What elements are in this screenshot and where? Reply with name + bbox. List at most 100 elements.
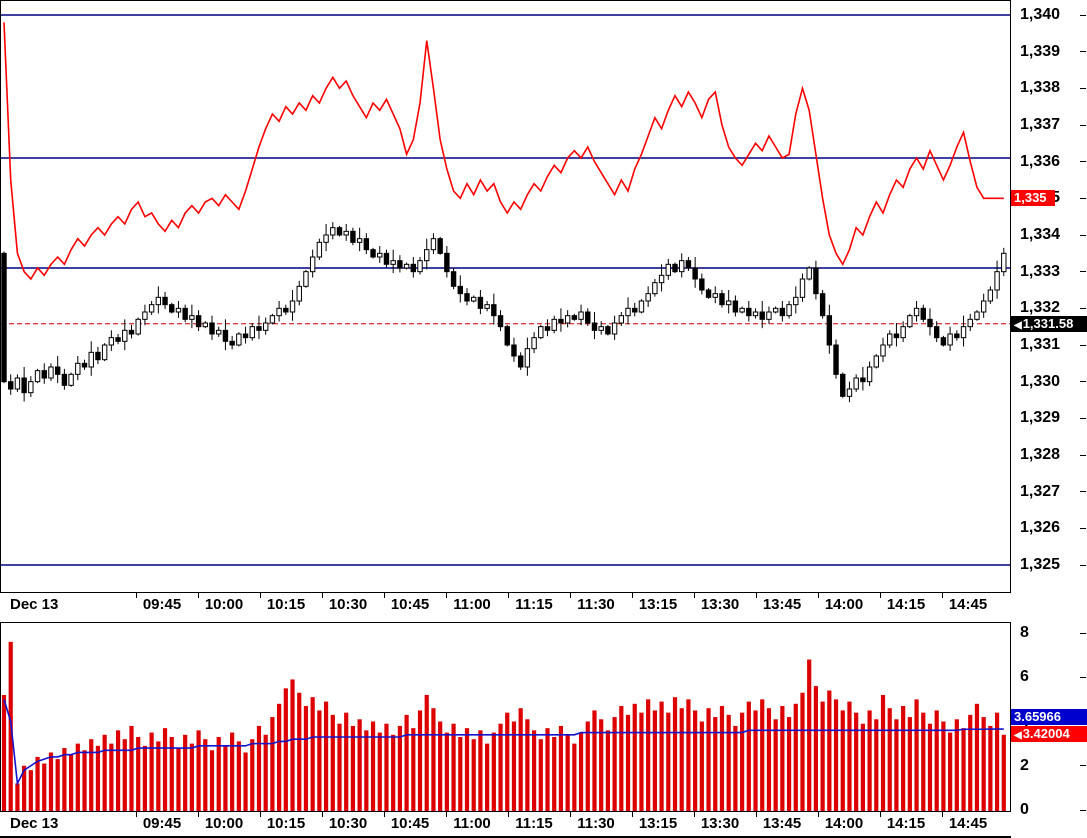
axis-tick-mark <box>1080 564 1086 566</box>
time-tick-mark <box>322 812 323 817</box>
axis-tick-mark <box>1080 632 1086 634</box>
time-tick-mark <box>880 593 881 598</box>
axis-tick-mark <box>1080 454 1086 456</box>
axis-tick-mark <box>1080 765 1086 767</box>
time-tick-label: 13:30 <box>700 596 740 613</box>
price-tick-label: 1,339 <box>1020 42 1061 60</box>
main-time-axis: Dec 13 09:45 10:00 10:15 10:30 10:45 11:00 11:… <box>0 593 1011 615</box>
time-tick-label: 10:45 <box>390 815 430 832</box>
time-tick-label: 14:45 <box>948 596 988 613</box>
time-tick-mark <box>260 812 261 817</box>
axis-tick-mark <box>1080 271 1086 273</box>
axis-tick-mark <box>1080 87 1086 89</box>
time-tick-label: 13:45 <box>762 596 802 613</box>
time-tick-mark <box>136 593 137 598</box>
left-arrow-icon: ◀ <box>1014 319 1022 331</box>
price-tick-label: 1,332 <box>1020 299 1061 317</box>
time-tick-label: 11:00 <box>453 815 491 832</box>
time-tick-mark <box>818 812 819 817</box>
time-tick-mark <box>880 812 881 817</box>
time-tick-label: 13:15 <box>638 596 678 613</box>
time-tick-label: 09:45 <box>142 815 182 832</box>
time-tick-mark <box>942 593 943 598</box>
time-tick-mark <box>694 593 695 598</box>
time-tick-mark <box>260 593 261 598</box>
value-tick-label: 2 <box>1020 756 1029 774</box>
time-tick-label: 14:15 <box>886 596 926 613</box>
price-tick-label: 1,338 <box>1020 79 1061 97</box>
axis-tick-mark <box>1080 197 1086 199</box>
volume-bar-series <box>1 641 1006 811</box>
time-tick-mark <box>570 812 571 817</box>
value-tick-label: 0 <box>1020 801 1029 818</box>
indicator-chart-canvas[interactable] <box>0 622 1011 812</box>
axis-tick-mark <box>1080 161 1086 163</box>
average-line-series <box>3 699 1004 787</box>
time-tick-label: 10:30 <box>328 815 368 832</box>
price-tick-label: 1,337 <box>1020 116 1061 133</box>
time-tick-label: 14:15 <box>886 815 926 832</box>
tag-value: 1,331.58 <box>1022 315 1074 331</box>
time-tick-label: 10:30 <box>328 596 368 613</box>
time-tick-mark <box>136 812 137 817</box>
date-label: Dec 13 <box>10 596 59 613</box>
price-tick-label: 1,325 <box>1020 556 1061 573</box>
main-price-chart-plot[interactable] <box>0 0 1011 593</box>
time-tick-label: 11:30 <box>577 596 615 613</box>
time-tick-label: 10:00 <box>204 815 244 832</box>
axis-tick-mark <box>1080 417 1086 419</box>
time-tick-mark <box>384 593 385 598</box>
main-price-axis: 1,340 1,339 1,338 1,337 1,336 1,335 1,334 1,333… <box>1011 0 1087 593</box>
time-tick-label: 10:00 <box>204 596 244 613</box>
time-tick-label: 09:45 <box>142 596 182 613</box>
price-tick-label: 1,336 <box>1020 152 1061 170</box>
price-tick-label: 1,330 <box>1020 372 1061 390</box>
price-tick-label: 1,326 <box>1020 519 1061 537</box>
time-tick-mark <box>508 593 509 598</box>
time-tick-label: 10:45 <box>390 596 430 613</box>
time-tick-mark <box>694 812 695 817</box>
time-tick-mark <box>446 812 447 817</box>
time-tick-mark <box>508 812 509 817</box>
price-tick-label: 1,329 <box>1020 409 1061 427</box>
time-tick-mark <box>632 812 633 817</box>
time-tick-label: 10:15 <box>266 815 306 832</box>
axis-tick-mark <box>1080 234 1086 236</box>
overlay-line-series <box>3 22 1004 281</box>
time-tick-label: 14:00 <box>824 596 864 613</box>
tag-value: 3.42004 <box>1022 726 1070 742</box>
date-label: Dec 13 <box>10 815 59 832</box>
axis-tick-mark <box>1080 124 1086 126</box>
time-tick-mark <box>756 593 757 598</box>
tag-value: 1,335 <box>1014 190 1047 206</box>
axis-tick-mark <box>1080 676 1086 678</box>
time-tick-label: 10:15 <box>266 596 306 613</box>
time-tick-mark <box>632 593 633 598</box>
axis-tick-mark <box>1080 344 1086 346</box>
main-chart-canvas[interactable] <box>0 0 1011 593</box>
time-tick-label: 11:15 <box>515 815 553 832</box>
indicator-value-tag: ◀3.42004 <box>1011 726 1087 743</box>
tag-value: 3.65966 <box>1014 709 1061 725</box>
support-resistance-lines <box>1 14 1010 566</box>
main-plot-frame <box>0 0 1011 593</box>
axis-tick-mark <box>1080 527 1086 529</box>
indicator-chart-plot[interactable] <box>0 622 1011 812</box>
time-tick-mark <box>198 812 199 817</box>
time-tick-label: 13:15 <box>638 815 678 832</box>
indicator-time-axis: Dec 13 09:45 10:00 10:15 10:30 10:45 11:00 11:… <box>0 812 1011 838</box>
price-tick-label: 1,328 <box>1020 446 1061 463</box>
time-tick-label: 14:45 <box>948 815 988 832</box>
price-tick-label: 1,333 <box>1020 262 1061 280</box>
average-value-tag: 3.65966 <box>1011 709 1087 726</box>
time-tick-mark <box>818 593 819 598</box>
time-tick-label: 13:30 <box>700 815 740 832</box>
indicator-plot-frame <box>0 622 1011 812</box>
price-tick-label: 1,327 <box>1020 482 1061 500</box>
candlestick-series <box>1 222 1007 403</box>
time-tick-mark <box>384 812 385 817</box>
time-tick-label: 11:15 <box>515 596 553 613</box>
last-price-tag: ◀1,331.58 <box>1011 315 1087 332</box>
overlay-last-price-tag: 1,335 <box>1011 190 1055 207</box>
